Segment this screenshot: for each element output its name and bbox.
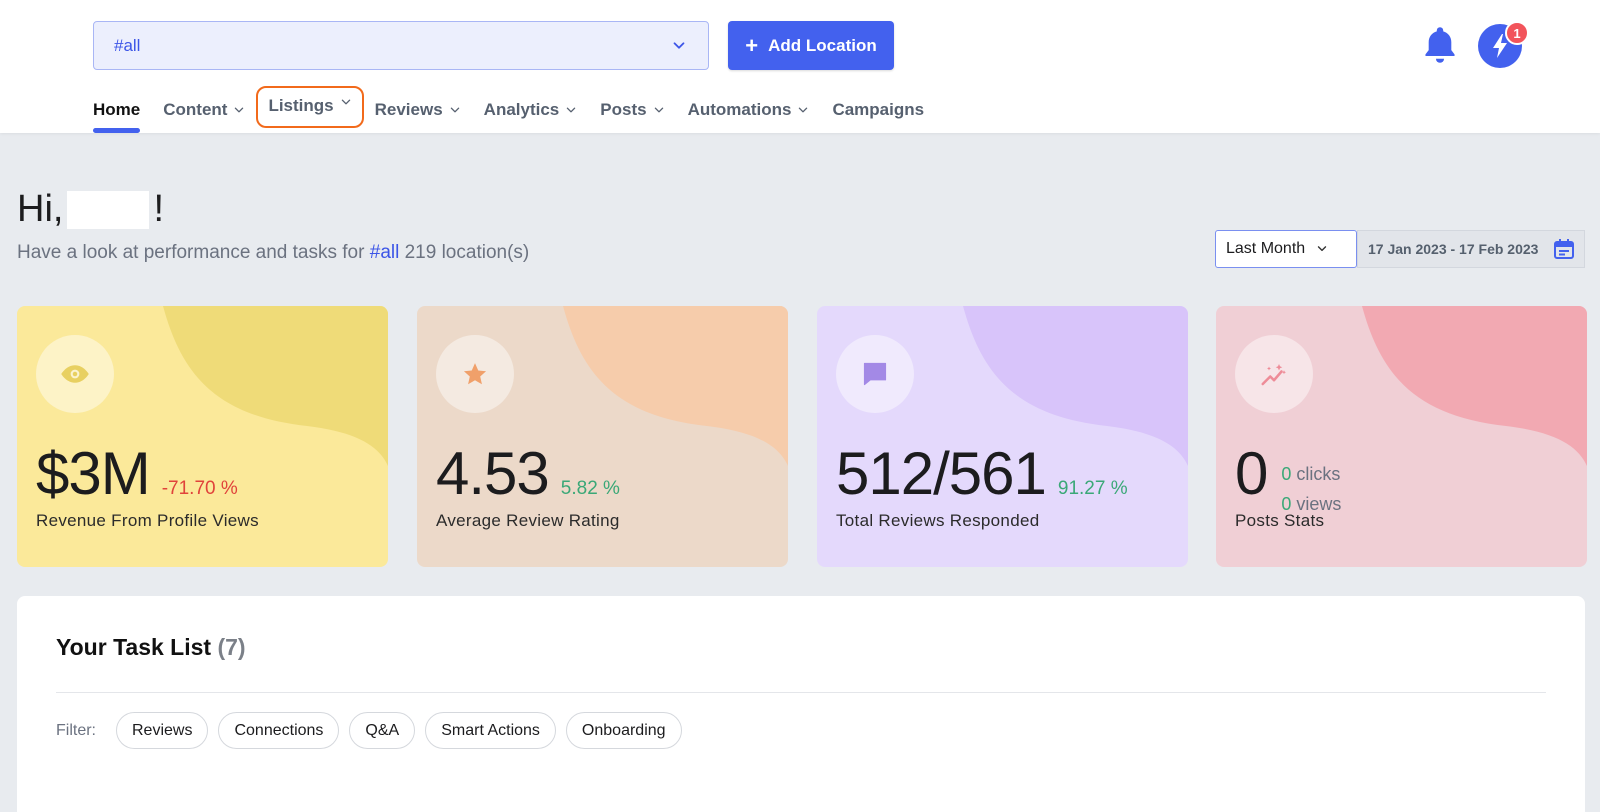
nav-item-automations[interactable]: Automations xyxy=(688,88,810,124)
nav-item-label: Analytics xyxy=(483,100,560,119)
nav-item-content[interactable]: Content xyxy=(163,88,245,124)
clicks-count: 0 xyxy=(1281,464,1292,484)
chat-icon-badge xyxy=(836,335,914,413)
eye-icon-badge xyxy=(36,335,114,413)
stat-card-average-review-rating[interactable]: 4.53 5.82 % Average Review Rating xyxy=(417,306,788,567)
views-label: views xyxy=(1296,494,1342,514)
card-value: $3M xyxy=(36,440,151,507)
lightning-icon xyxy=(1493,34,1507,58)
user-name-redacted xyxy=(67,190,150,229)
filter-chip-connections[interactable]: Connections xyxy=(218,712,340,749)
views-count: 0 xyxy=(1281,494,1292,514)
date-range-select[interactable]: Last Month xyxy=(1215,230,1357,268)
task-list-panel: Your Task List (7) Filter: Reviews Connec… xyxy=(17,596,1585,812)
card-value: 0 xyxy=(1235,440,1268,507)
nav-item-listings[interactable]: Listings xyxy=(256,86,364,128)
chevron-down-icon xyxy=(673,41,685,49)
filter-chip-reviews[interactable]: Reviews xyxy=(116,712,209,749)
star-icon-badge xyxy=(436,335,514,413)
clicks-label: clicks xyxy=(1296,464,1341,484)
stat-card-total-reviews-responded[interactable]: 512/561 91.27 % Total Reviews Responded xyxy=(817,306,1188,567)
add-location-label: Add Location xyxy=(768,35,877,55)
main-nav: Home Content Listings Reviews Analytics Posts… xyxy=(93,86,947,133)
greeting-title: Hi, ! xyxy=(17,188,164,231)
nav-item-label: Content xyxy=(163,100,228,119)
filter-chip-onboarding[interactable]: Onboarding xyxy=(565,712,682,749)
chevron-down-icon xyxy=(235,107,244,113)
nav-item-home[interactable]: Home xyxy=(93,88,141,133)
plus-icon: + xyxy=(745,32,759,58)
card-value-row: $3M -71.70 % xyxy=(36,444,238,504)
chevron-down-icon xyxy=(654,107,663,113)
nav-item-analytics[interactable]: Analytics xyxy=(484,88,578,124)
card-value-row: 512/561 91.27 % xyxy=(836,444,1128,504)
nav-item-label: Campaigns xyxy=(832,100,925,119)
nav-item-reviews[interactable]: Reviews xyxy=(375,88,461,124)
chevron-down-icon xyxy=(450,107,459,113)
notification-badge: 1 xyxy=(1505,21,1529,45)
card-decoration xyxy=(163,306,388,466)
star-icon xyxy=(462,361,488,387)
calendar-icon[interactable] xyxy=(1552,237,1576,261)
card-value: 512/561 xyxy=(836,440,1047,507)
chevron-down-icon xyxy=(1317,246,1327,252)
subtitle-location-count: 219 location(s) xyxy=(404,242,530,263)
card-value-row: 4.53 5.82 % xyxy=(436,444,620,504)
card-value-row: 0 0 clicks 0 views xyxy=(1235,444,1341,529)
greeting-subtitle: Have a look at performance and tasks for… xyxy=(17,242,529,264)
date-range-picker[interactable]: 17 Jan 2023 - 17 Feb 2023 xyxy=(1357,230,1585,268)
filter-chip-q-a[interactable]: Q&A xyxy=(349,712,416,749)
views-stat: 0 views xyxy=(1281,494,1341,515)
card-decoration xyxy=(963,306,1188,466)
task-list-title-text: Your Task List xyxy=(56,634,212,660)
chevron-down-icon xyxy=(567,107,576,113)
eye-icon xyxy=(60,359,90,389)
card-label: Revenue From Profile Views xyxy=(36,511,259,530)
posts-stats-breakdown: 0 clicks 0 views xyxy=(1281,464,1341,515)
chevron-down-icon xyxy=(799,107,808,113)
filter-label: Filter: xyxy=(56,721,96,739)
nav-item-label: Reviews xyxy=(374,100,443,119)
nav-item-label: Home xyxy=(93,100,141,119)
card-label: Posts Stats xyxy=(1235,511,1325,530)
date-range-text: 17 Jan 2023 - 17 Feb 2023 xyxy=(1368,241,1539,257)
stat-card-revenue-from-profile-views[interactable]: $3M -71.70 % Revenue From Profile Views xyxy=(17,306,388,567)
task-list-title: Your Task List (7) xyxy=(56,634,246,661)
nav-item-label: Posts xyxy=(600,100,647,119)
card-delta: 5.82 % xyxy=(560,478,620,499)
nav-item-label: Listings xyxy=(268,96,334,115)
chevron-down-icon xyxy=(341,99,350,105)
sparkle-chart-icon xyxy=(1259,359,1289,389)
greeting-exclaim: ! xyxy=(153,188,165,230)
subtitle-tag-link[interactable]: #all xyxy=(369,242,400,263)
card-delta: 91.27 % xyxy=(1057,478,1128,499)
divider xyxy=(56,692,1546,693)
location-select-value: #all xyxy=(114,35,141,55)
greeting-hi: Hi, xyxy=(17,188,64,230)
subtitle-prefix: Have a look at performance and tasks for xyxy=(17,242,365,263)
location-select[interactable]: #all xyxy=(93,21,709,70)
nav-item-posts[interactable]: Posts xyxy=(600,88,664,124)
add-location-button[interactable]: + Add Location xyxy=(728,21,894,70)
card-decoration xyxy=(1362,306,1587,466)
clicks-stat: 0 clicks xyxy=(1281,464,1341,485)
card-delta: -71.70 % xyxy=(161,478,238,499)
task-filter-row: Filter: Reviews Connections Q&A Smart Actio… xyxy=(56,712,682,749)
bell-icon[interactable] xyxy=(1420,24,1460,66)
card-value: 4.53 xyxy=(436,440,550,507)
task-count: (7) xyxy=(217,634,246,660)
nav-item-campaigns[interactable]: Campaigns xyxy=(832,88,924,124)
sparkle-chart-icon-badge xyxy=(1235,335,1313,413)
date-range-value: Last Month xyxy=(1226,240,1306,257)
top-header: #all + Add Location 1 Home Content Listing… xyxy=(0,0,1600,133)
nav-item-label: Automations xyxy=(687,100,792,119)
filter-chip-smart-actions[interactable]: Smart Actions xyxy=(425,712,556,749)
card-label: Total Reviews Responded xyxy=(836,511,1040,530)
card-decoration xyxy=(563,306,788,466)
chat-icon xyxy=(861,360,889,388)
card-label: Average Review Rating xyxy=(436,511,620,530)
stat-card-posts-stats[interactable]: 0 0 clicks 0 views Posts Stats xyxy=(1216,306,1587,567)
